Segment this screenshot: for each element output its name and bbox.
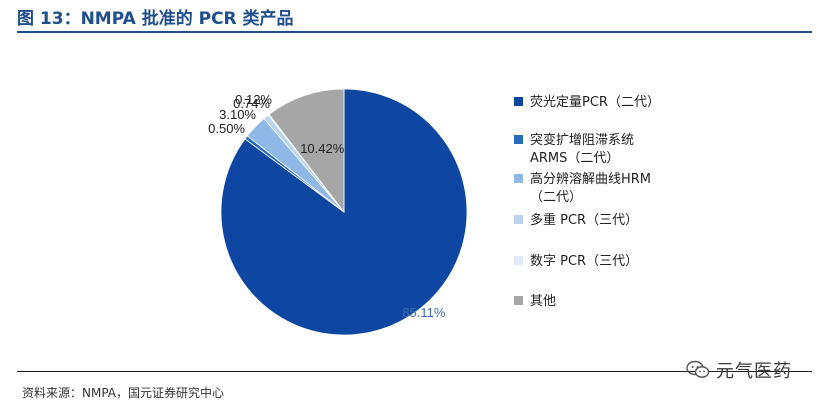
- legend-swatch-5: [514, 296, 523, 305]
- title-rule: [17, 31, 812, 33]
- chart-panel: 85.11% 10.42% 0.50% 3.10% 0.74% 0.12% 荧光定量PCR（…: [20, 43, 684, 364]
- watermark-text: 元气医药: [716, 361, 792, 382]
- legend-label-4: 数字 PCR（三代）: [530, 254, 638, 269]
- legend-label-0: 荧光定量PCR（二代）: [530, 95, 660, 110]
- figure-title: 图 13：NMPA 批准的 PCR 类产品: [17, 9, 294, 29]
- legend-swatch-3: [514, 215, 523, 224]
- legend-label-1-line1: ARMS（二代）: [530, 151, 619, 166]
- footer-rule: [17, 371, 812, 372]
- slice-label-3: 0.74%: [233, 96, 270, 111]
- slice-label-0: 85.11%: [402, 305, 446, 320]
- legend-swatch-0: [514, 97, 523, 106]
- slice-label-2: 3.10%: [219, 107, 256, 122]
- slice-label-1: 0.50%: [208, 121, 245, 136]
- legend-label-2-line1: （二代）: [530, 190, 582, 205]
- wechat-icon: [686, 360, 710, 378]
- source-note: 资料来源：NMPA，国元证券研究中心: [22, 386, 225, 400]
- watermark: 元气医药: [686, 358, 792, 382]
- legend-swatch-4: [514, 256, 523, 265]
- legend-swatch-1: [514, 135, 523, 144]
- legend-label-1: 突变扩增阻滞系统: [530, 132, 634, 148]
- legend-label-2: 高分辨溶解曲线HRM: [530, 171, 651, 187]
- pie-slice-5: [268, 88, 345, 214]
- legend-label-5: 其他: [530, 294, 556, 309]
- slice-label-4: 0.12%: [235, 92, 272, 107]
- pie-chart: 85.11% 10.42% 0.50%3.10%0.74%0.12% 荧光定量PCR（…: [208, 88, 660, 336]
- legend-label-3: 多重 PCR（三代）: [530, 212, 638, 228]
- slice-label-5: 10.42%: [300, 141, 345, 156]
- legend-swatch-2: [514, 174, 523, 183]
